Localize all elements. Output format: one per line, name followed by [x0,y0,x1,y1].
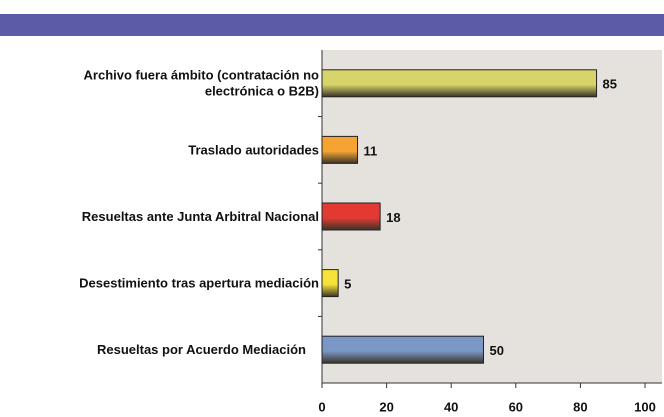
x-tick-label: 0 [318,399,325,414]
bar [321,269,339,298]
y-tick-label: Desestimiento tras apertura mediación [79,276,319,291]
y-tick-label: Archivo fuera ámbito (contratación no ele… [84,68,320,99]
x-tick-label: 40 [444,399,458,414]
value-label: 18 [386,210,400,225]
bar [321,69,598,98]
bar [321,335,484,364]
bar [321,135,359,164]
y-tick-label: Resueltas ante Junta Arbitral Nacional [82,209,319,224]
value-label: 11 [364,143,378,158]
bar [321,202,381,231]
y-tick-label: Resueltas por Acuerdo Mediación [97,342,306,357]
y-tick-label: Traslado autoridades [188,142,319,157]
x-tick-label: 60 [509,399,523,414]
header-band [0,14,664,36]
x-tick-label: 80 [573,399,587,414]
value-label: 5 [344,277,351,292]
value-label: 50 [490,343,504,358]
value-label: 85 [603,77,617,92]
x-tick-label: 100 [634,399,656,414]
x-tick-label: 20 [379,399,393,414]
